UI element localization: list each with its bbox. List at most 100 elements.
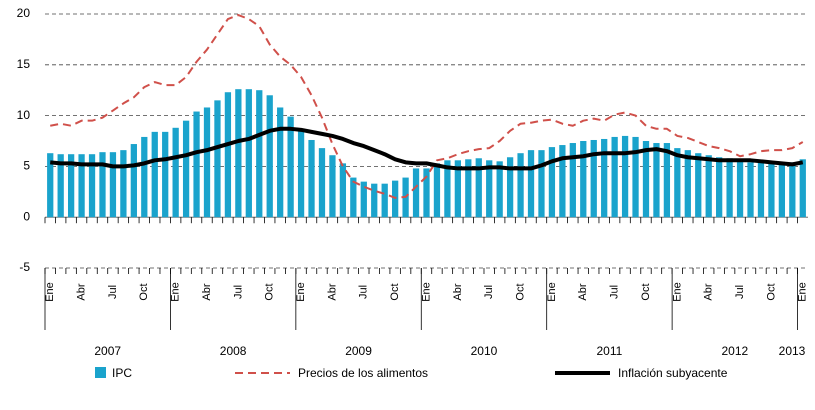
bar: [277, 107, 284, 218]
year-label: 2010: [471, 344, 498, 358]
bar: [705, 155, 712, 218]
bar: [506, 157, 514, 218]
x-tick-label: Jul: [232, 285, 244, 299]
x-tick-label: Abr: [326, 283, 338, 300]
bar: [130, 144, 137, 218]
x-tick-label: Jul: [734, 285, 746, 299]
legend-label: IPC: [112, 366, 132, 380]
year-label: 2007: [94, 344, 121, 358]
x-tick-label: Abr: [452, 283, 464, 300]
bar: [726, 158, 733, 218]
bar: [329, 155, 336, 218]
bar: [120, 150, 127, 218]
bar: [287, 116, 294, 218]
bar: [632, 136, 639, 218]
x-tick-label: Oct: [765, 283, 777, 300]
bar: [182, 120, 190, 218]
bar: [141, 136, 148, 218]
year-label: 2008: [220, 344, 247, 358]
bar: [360, 181, 367, 218]
y-tick-label: 10: [17, 108, 31, 122]
bar: [151, 131, 158, 218]
x-tick-label: Oct: [138, 283, 150, 300]
x-tick-label: Ene: [546, 282, 558, 302]
x-tick-label: Ene: [671, 282, 683, 302]
bar: [611, 136, 618, 218]
bar: [621, 135, 629, 218]
bar: [412, 168, 420, 218]
bar: [716, 157, 723, 218]
bar: [47, 153, 54, 218]
x-tick-label: Ene: [295, 282, 307, 302]
bar: [465, 159, 472, 218]
bar: [78, 154, 85, 218]
x-tick-label: Ene: [170, 282, 182, 302]
x-tick-label: Jul: [483, 285, 495, 299]
bar: [444, 160, 451, 218]
y-tick-label: 15: [17, 57, 31, 71]
bar: [193, 111, 200, 218]
bar: [172, 127, 179, 218]
bar: [318, 148, 326, 218]
x-tick-label: Oct: [640, 283, 652, 300]
year-label: 2012: [721, 344, 748, 358]
bar: [559, 145, 566, 218]
x-tick-label: Abr: [201, 283, 213, 300]
x-tick-label: Ene: [420, 282, 432, 302]
bar: [224, 92, 232, 218]
x-tick-label: Jul: [609, 285, 621, 299]
y-tick-label: 5: [23, 159, 30, 173]
bar: [475, 158, 482, 218]
bar: [67, 154, 75, 218]
bar: [245, 89, 252, 218]
x-tick-label: Oct: [389, 283, 401, 300]
bar: [371, 183, 378, 218]
bar: [350, 177, 357, 218]
bar: [789, 162, 796, 218]
bar: [653, 143, 660, 218]
dashed-line: [50, 14, 804, 199]
year-label: 2009: [345, 344, 372, 358]
bar: [569, 143, 576, 218]
bar: [486, 160, 493, 218]
legend-label: Precios de los alimentos: [298, 366, 428, 380]
bar: [454, 160, 461, 218]
bar: [590, 139, 597, 218]
x-tick-label: Oct: [264, 283, 276, 300]
line: [50, 126, 804, 171]
bar: [768, 161, 775, 218]
bar: [517, 153, 524, 218]
bar: [674, 148, 681, 218]
bar: [684, 150, 691, 218]
bar: [203, 107, 211, 218]
bar: [423, 168, 430, 218]
legend-swatch: [95, 367, 106, 378]
bar: [339, 163, 347, 218]
x-tick-label: Jul: [107, 285, 119, 299]
y-tick-label: -5: [19, 260, 30, 274]
bar: [297, 129, 305, 218]
year-label: 2011: [597, 344, 623, 358]
bar: [381, 183, 388, 218]
x-tick-label: Oct: [514, 283, 526, 300]
bar: [695, 153, 702, 218]
y-tick-label: 20: [17, 6, 31, 20]
bar: [799, 159, 806, 218]
legend-label: Inflación subyacente: [618, 366, 728, 380]
bar: [548, 147, 556, 218]
bar: [527, 150, 535, 218]
bar: [214, 100, 221, 218]
bar: [109, 152, 117, 218]
x-tick-label: Abr: [75, 283, 87, 300]
bar: [747, 162, 754, 218]
bar: [663, 143, 671, 218]
year-label: 2013: [779, 344, 806, 358]
x-tick-label: Jul: [358, 285, 370, 299]
x-tick-label: Abr: [703, 283, 715, 300]
bar: [88, 154, 96, 218]
bar: [392, 180, 399, 218]
bar: [433, 163, 441, 218]
bar: [57, 154, 64, 218]
bar: [266, 95, 273, 218]
